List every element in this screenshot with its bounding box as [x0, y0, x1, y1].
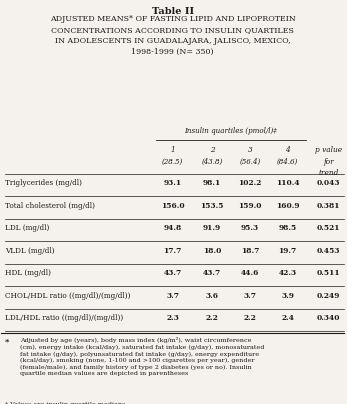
Text: 19.7: 19.7 [279, 247, 297, 255]
Text: Insulin quartiles (pmol/l)‡: Insulin quartiles (pmol/l)‡ [184, 127, 277, 135]
Text: 102.2: 102.2 [238, 179, 262, 187]
Text: ‡ Values are insulin quartile medians: ‡ Values are insulin quartile medians [5, 402, 125, 404]
Text: 43.7: 43.7 [164, 269, 182, 277]
Text: *: * [5, 337, 9, 345]
Text: 2.2: 2.2 [244, 314, 256, 322]
Text: 2.4: 2.4 [281, 314, 294, 322]
Text: CHOL/HDL ratio ((mg/dl)/(mg/dl)): CHOL/HDL ratio ((mg/dl)/(mg/dl)) [5, 292, 130, 299]
Text: (28.5): (28.5) [162, 158, 184, 166]
Text: 98.5: 98.5 [279, 224, 297, 232]
Text: VLDL (mg/dl): VLDL (mg/dl) [5, 247, 54, 255]
Text: 3.7: 3.7 [166, 292, 179, 299]
Text: 95.3: 95.3 [241, 224, 259, 232]
Text: 3.6: 3.6 [206, 292, 219, 299]
Text: p value: p value [315, 146, 342, 154]
Text: Table II: Table II [152, 7, 194, 17]
Text: LDL/HDL ratio ((mg/dl)/(mg/dl)): LDL/HDL ratio ((mg/dl)/(mg/dl)) [5, 314, 123, 322]
Text: LDL (mg/dl): LDL (mg/dl) [5, 224, 49, 232]
Text: 153.5: 153.5 [201, 202, 224, 210]
Text: 0.249: 0.249 [317, 292, 340, 299]
Text: (56.4): (56.4) [239, 158, 261, 166]
Text: 0.340: 0.340 [317, 314, 340, 322]
Text: 18.7: 18.7 [241, 247, 259, 255]
Text: Adjusted by age (years), body mass index (kg/m²), waist circumference
(cm), ener: Adjusted by age (years), body mass index… [20, 337, 265, 377]
Text: Total cholesterol (mg/dl): Total cholesterol (mg/dl) [5, 202, 95, 210]
Text: 3: 3 [247, 146, 252, 154]
Text: 3.7: 3.7 [243, 292, 256, 299]
Text: 3.9: 3.9 [281, 292, 294, 299]
Text: 42.3: 42.3 [279, 269, 297, 277]
Text: 17.7: 17.7 [163, 247, 182, 255]
Text: trend: trend [319, 169, 339, 177]
Text: 160.9: 160.9 [276, 202, 299, 210]
Text: 0.453: 0.453 [317, 247, 340, 255]
Text: 0.043: 0.043 [317, 179, 340, 187]
Text: 0.521: 0.521 [317, 224, 340, 232]
Text: 1: 1 [170, 146, 175, 154]
Text: 4: 4 [285, 146, 290, 154]
Text: (43.8): (43.8) [202, 158, 223, 166]
Text: HDL (mg/dl): HDL (mg/dl) [5, 269, 51, 277]
Text: 44.6: 44.6 [241, 269, 259, 277]
Text: 43.7: 43.7 [203, 269, 221, 277]
Text: for: for [323, 158, 334, 166]
Text: ADJUSTED MEANS* OF FASTING LIPID AND LIPOPROTEIN
CONCENTRATIONS ACCORDING TO INS: ADJUSTED MEANS* OF FASTING LIPID AND LIP… [50, 15, 296, 55]
Text: (84.6): (84.6) [277, 158, 298, 166]
Text: 159.0: 159.0 [238, 202, 262, 210]
Text: 2.3: 2.3 [166, 314, 179, 322]
Text: 91.9: 91.9 [203, 224, 221, 232]
Text: 98.1: 98.1 [203, 179, 221, 187]
Text: 0.511: 0.511 [317, 269, 340, 277]
Text: 94.8: 94.8 [164, 224, 182, 232]
Text: 2.2: 2.2 [206, 314, 219, 322]
Text: Triglycerides (mg/dl): Triglycerides (mg/dl) [5, 179, 82, 187]
Text: 156.0: 156.0 [161, 202, 185, 210]
Text: 110.4: 110.4 [276, 179, 299, 187]
Text: 18.0: 18.0 [203, 247, 221, 255]
Text: 2: 2 [210, 146, 214, 154]
Text: 0.381: 0.381 [317, 202, 340, 210]
Text: 93.1: 93.1 [164, 179, 182, 187]
